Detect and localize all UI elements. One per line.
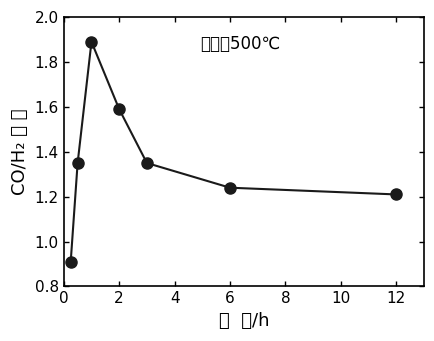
X-axis label: 时  间/h: 时 间/h (218, 312, 269, 330)
Text: 温度为500℃: 温度为500℃ (200, 35, 280, 54)
Y-axis label: CO/H₂ 比 例: CO/H₂ 比 例 (11, 108, 29, 195)
